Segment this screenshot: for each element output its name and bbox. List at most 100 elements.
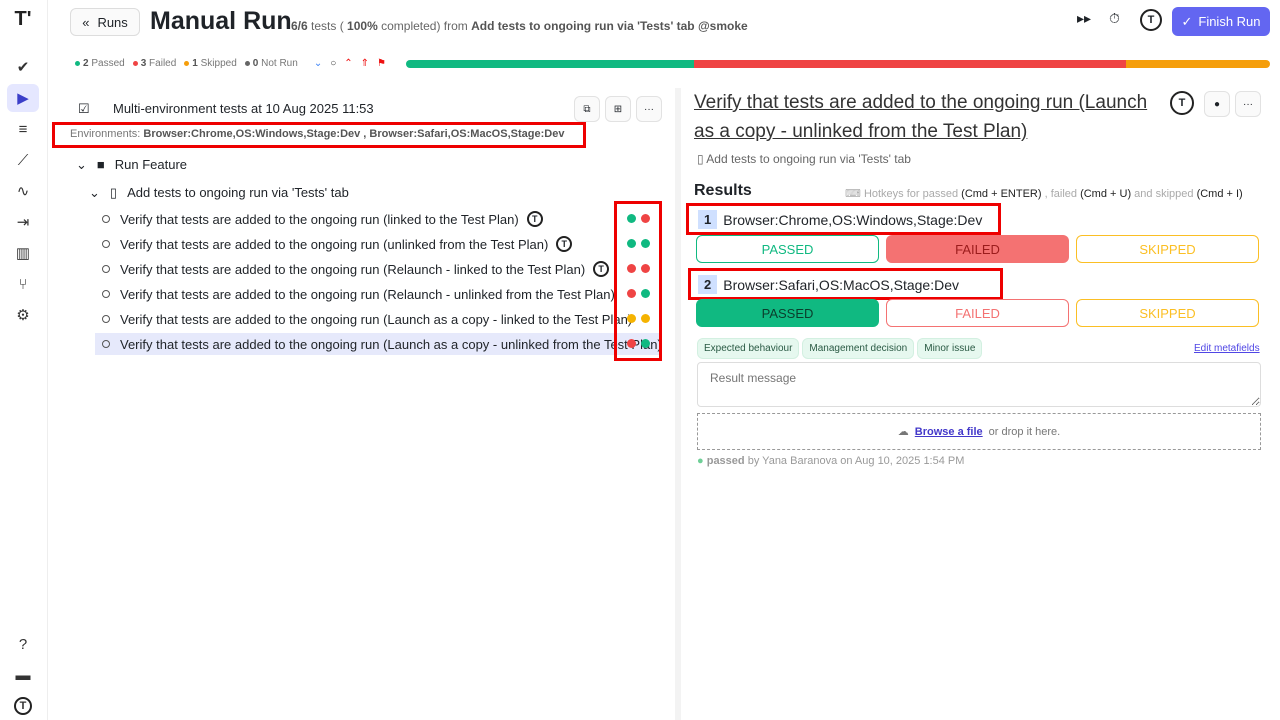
timer-icon[interactable]: ⏱: [1109, 10, 1120, 26]
status-circle-icon: [102, 215, 110, 223]
result-history: ● passed by Yana Baranova on Aug 10, 202…: [697, 455, 965, 467]
tag[interactable]: Expected behaviour: [697, 338, 800, 359]
results-heading: Results: [694, 182, 752, 199]
runs-play-icon[interactable]: ▶: [7, 84, 39, 112]
env-status-failed-icon: [627, 289, 636, 298]
priority-low-icon[interactable]: ⌄: [313, 58, 323, 69]
priority-high-icon[interactable]: ⌃: [344, 58, 353, 69]
stat-skipped: 1 Skipped: [184, 58, 237, 69]
docs-icon[interactable]: ▬: [15, 666, 31, 684]
tree-view-icon[interactable]: ⊞: [605, 96, 631, 122]
page-title: Manual Run: [150, 7, 292, 35]
status-circle-icon: [102, 290, 110, 298]
test-title: Verify that tests are added to the ongoi…: [120, 236, 549, 252]
env-status-skipped-icon: [627, 314, 636, 323]
more-options-button[interactable]: ···: [636, 96, 662, 122]
env-status-passed-icon: [627, 214, 636, 223]
settings-gear-icon[interactable]: ⚙: [16, 307, 30, 324]
env1-passed-button[interactable]: PASSED: [696, 235, 879, 263]
priority-blocker-icon[interactable]: ⚑: [377, 58, 386, 69]
env-status-passed-icon: [641, 339, 650, 348]
test-row[interactable]: Verify that tests are added to the ongoi…: [95, 283, 660, 305]
user-avatar[interactable]: T: [7, 692, 39, 720]
env-status-failed-icon: [641, 264, 650, 273]
folder-icon: ■: [96, 157, 105, 172]
automation-icon: T: [556, 236, 573, 252]
test-row[interactable]: Verify that tests are added to the ongoi…: [95, 233, 660, 255]
run-progress-bar: [406, 60, 1270, 68]
env2-passed-button[interactable]: PASSED: [696, 299, 879, 327]
logo[interactable]: T': [14, 7, 32, 30]
pulse-icon[interactable]: ∿: [16, 183, 30, 200]
test-row[interactable]: Verify that tests are added to the ongoi…: [95, 333, 660, 355]
test-row[interactable]: Verify that tests are added to the ongoi…: [95, 308, 660, 330]
env2-skipped-button[interactable]: SKIPPED: [1076, 299, 1259, 327]
priority-critical-icon[interactable]: ⇑: [360, 58, 370, 69]
tag[interactable]: Minor issue: [917, 338, 983, 359]
priority-normal-icon[interactable]: ○: [330, 58, 337, 69]
env-status-passed-icon: [641, 289, 650, 298]
env2-failed-button[interactable]: FAILED: [886, 299, 1069, 327]
automation-icon: T: [593, 261, 610, 277]
chevron-down-icon[interactable]: ⌄: [76, 157, 87, 172]
folder-run-feature[interactable]: ⌄ ■ Run Feature: [76, 157, 188, 172]
env1-failed-button[interactable]: FAILED: [886, 235, 1069, 263]
keyboard-icon: ⌨: [845, 188, 864, 200]
run-name: Multi-environment tests at 10 Aug 2025 1…: [113, 101, 374, 116]
test-title: Verify that tests are added to the ongoi…: [120, 311, 633, 327]
status-circle-icon: [102, 340, 110, 348]
test-row[interactable]: Verify that tests are added to the ongoi…: [95, 258, 660, 280]
automation-icon: T: [526, 211, 543, 227]
stat-not-run: 0 Not Run: [244, 58, 298, 69]
hotkeys-hint: ⌨ Hotkeys for passed (Cmd + ENTER) , fai…: [845, 188, 1243, 200]
progress-failed: [693, 60, 1126, 68]
progress-passed: [406, 60, 694, 68]
sidebar: T' ✔ ▶ ≡ ⟋ ∿ ⇥ ▥ ⑂ ⚙ ? ▬ T: [0, 0, 48, 720]
more-options-button[interactable]: ···: [1235, 91, 1261, 117]
file-dropzone[interactable]: ☁ Browse a file or drop it here.: [697, 413, 1261, 450]
panel-resize-handle[interactable]: [675, 88, 681, 720]
check-icon: ✓: [1181, 13, 1193, 29]
result-message-input[interactable]: [697, 362, 1261, 407]
test-title: Verify that tests are added to the ongoi…: [120, 211, 519, 227]
passed-check-icon: ●: [697, 455, 704, 467]
progress-skipped: [1125, 60, 1270, 68]
environment-2: 2 Browser:Safari,OS:MacOS,Stage:Dev: [698, 275, 959, 294]
help-icon[interactable]: ?: [18, 635, 28, 653]
edit-metafields-link[interactable]: Edit metafields: [1194, 343, 1260, 354]
automation-avatar[interactable]: T: [1170, 91, 1194, 115]
run-summary: 6/6 tests ( 100% completed) from Add tes…: [291, 19, 748, 33]
env1-skipped-button[interactable]: SKIPPED: [1076, 235, 1259, 263]
test-title: Verify that tests are added to the ongoi…: [120, 336, 660, 352]
status-circle-icon: [102, 265, 110, 273]
test-title: Verify that tests are added to the ongoi…: [120, 286, 615, 302]
reports-icon[interactable]: ▥: [15, 245, 31, 262]
stat-passed: 2 Passed: [75, 58, 125, 69]
checkmark-icon[interactable]: ✔: [16, 59, 30, 76]
test-row[interactable]: Verify that tests are added to the ongoi…: [95, 208, 660, 230]
branches-icon[interactable]: ⑂: [18, 275, 28, 293]
double-chevron-left-icon: «: [82, 14, 90, 30]
tag[interactable]: Management decision: [802, 338, 915, 359]
stopwatch-icon[interactable]: ●: [1204, 91, 1230, 117]
environment-1: 1 Browser:Chrome,OS:Windows,Stage:Dev: [698, 210, 982, 229]
automation-avatar[interactable]: T: [1140, 9, 1162, 31]
finish-run-button[interactable]: ✓ Finish Run: [1172, 7, 1270, 36]
env-status-failed-icon: [641, 214, 650, 223]
env-status-skipped-icon: [641, 314, 650, 323]
copy-icon[interactable]: ⧉: [574, 96, 600, 122]
run-checklist-icon: ☑: [78, 101, 90, 116]
chevron-down-icon[interactable]: ⌄: [89, 185, 100, 200]
suite-item[interactable]: ⌄ ▯ Add tests to ongoing run via 'Tests' t…: [89, 185, 349, 200]
back-to-runs-button[interactable]: «Runs: [70, 8, 140, 36]
environments-line: Environments: Browser:Chrome,OS:Windows,…: [70, 128, 565, 140]
test-title-link[interactable]: Verify that tests are added to the ongoi…: [694, 92, 1148, 142]
env-status-failed-icon: [627, 339, 636, 348]
test-suite-link[interactable]: ▯ Add tests to ongoing run via 'Tests' t…: [697, 152, 911, 166]
steps-icon[interactable]: ⟋: [17, 151, 29, 169]
fast-forward-icon[interactable]: ▸▸: [1077, 10, 1092, 26]
plans-icon[interactable]: ≡: [18, 120, 28, 138]
import-icon[interactable]: ⇥: [16, 214, 30, 231]
browse-file-link[interactable]: Browse a file: [914, 425, 983, 438]
run-stats: 2 Passed 3 Failed 1 Skipped 0 Not Run ⌄ …: [75, 58, 386, 69]
